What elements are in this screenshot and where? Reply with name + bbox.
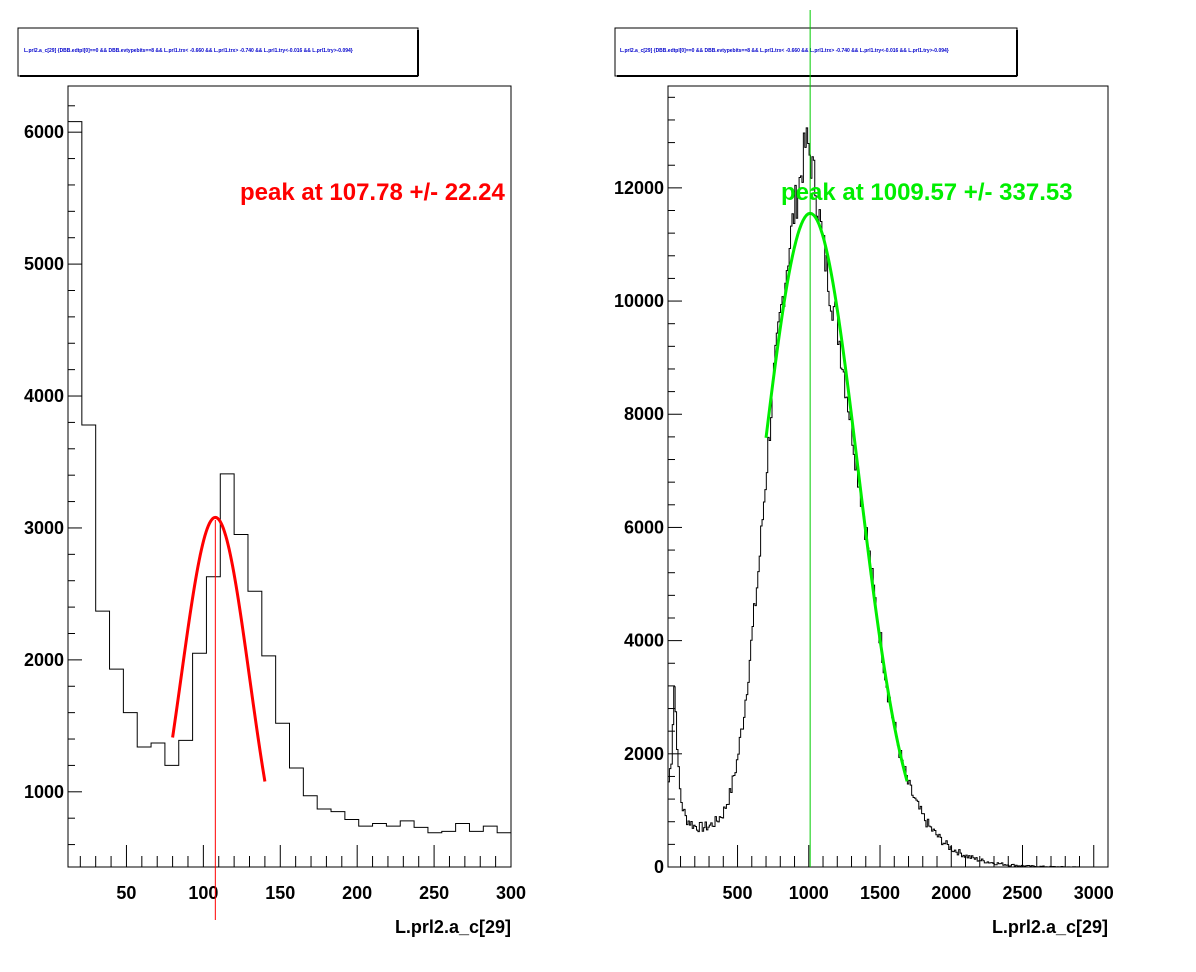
right-y-tick-label: 4000 <box>624 631 664 651</box>
left-histogram-series <box>67 121 511 867</box>
left-histogram-title: L.prl2.a_c[29] {DBB.edtpl[0]==0 && DBB.e… <box>24 48 353 54</box>
left-x-tick-label: 250 <box>419 883 449 903</box>
right-y-tick-label: 0 <box>654 857 664 877</box>
right-x-tick-label: 2000 <box>931 883 971 903</box>
right-x-tick-label: 1500 <box>860 883 900 903</box>
left-x-axis-title: L.prl2.a_c[29] <box>395 917 511 937</box>
right-peak-annotation: peak at 1009.57 +/- 337.53 <box>781 179 1073 206</box>
left-title-box <box>17 27 419 77</box>
left-y-tick-label: 6000 <box>24 122 64 142</box>
right-histogram-series <box>667 127 1080 868</box>
left-y-tick-label: 4000 <box>24 386 64 406</box>
left-peak-annotation: peak at 107.78 +/- 22.24 <box>240 179 506 206</box>
right-x-tick-label: 500 <box>723 883 753 903</box>
right-gaussian-fit-curve <box>764 211 909 782</box>
left-x-tick-label: 300 <box>496 883 526 903</box>
right-plot-frame <box>667 85 1109 868</box>
left-gaussian-fit-curve <box>171 515 267 782</box>
left-y-axis: 1000 2000 3000 4000 5000 6000 <box>24 105 82 846</box>
right-y-tick-label: 8000 <box>624 404 664 424</box>
right-x-tick-label: 3000 <box>1074 883 1114 903</box>
left-y-tick-label: 1000 <box>24 782 64 802</box>
right-y-tick-label: 6000 <box>624 517 664 537</box>
right-x-tick-label: 2500 <box>1002 883 1042 903</box>
right-x-tick-label: 1000 <box>789 883 829 903</box>
left-y-tick-label: 2000 <box>24 650 64 670</box>
left-y-tick-label: 5000 <box>24 254 64 274</box>
right-y-tick-label: 10000 <box>614 291 664 311</box>
right-y-axis: 0 2000 4000 6000 8000 10000 12000 <box>614 96 682 877</box>
right-y-tick-label: 2000 <box>624 744 664 764</box>
left-x-tick-label: 100 <box>188 883 218 903</box>
left-x-tick-label: 50 <box>116 883 136 903</box>
left-x-axis: 50 100 150 200 250 300 <box>79 845 526 903</box>
right-x-axis: 500 1000 1500 2000 2500 3000 <box>680 845 1114 903</box>
left-y-tick-label: 3000 <box>24 518 64 538</box>
left-histogram-panel: L.prl2.a_c[29] {DBB.edtpl[0]==0 && DBB.e… <box>17 27 526 937</box>
right-y-tick-label: 12000 <box>614 178 664 198</box>
left-x-tick-label: 150 <box>265 883 295 903</box>
right-histogram-panel: L.prl2.a_c[29] {DBB.edtpl[0]==0 && DBB.e… <box>614 10 1114 937</box>
left-x-tick-label: 200 <box>342 883 372 903</box>
right-histogram-title: L.prl2.a_c[29] {DBB.edtpl[0]==0 && DBB.e… <box>620 48 949 54</box>
right-x-axis-title: L.prl2.a_c[29] <box>992 917 1108 937</box>
